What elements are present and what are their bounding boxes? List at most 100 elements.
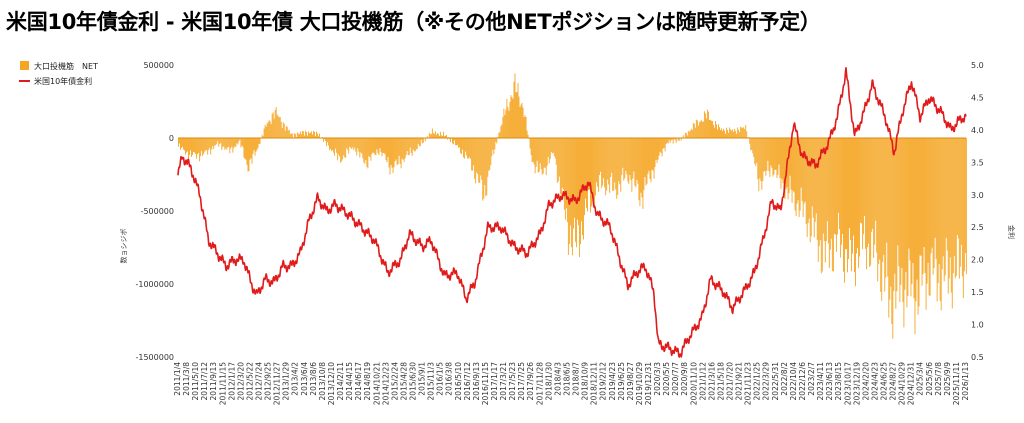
bar	[226, 138, 228, 150]
bar	[300, 134, 302, 138]
bar	[645, 138, 647, 186]
bar	[909, 138, 911, 261]
bar	[506, 98, 508, 138]
bar	[262, 136, 264, 138]
bar	[785, 138, 787, 190]
bar	[847, 138, 848, 273]
x-tick-label: 2019/4/23	[608, 362, 617, 401]
bar	[305, 132, 307, 138]
bar	[653, 138, 655, 179]
bar	[839, 138, 841, 258]
bar	[656, 138, 658, 163]
bar	[432, 133, 434, 138]
bar	[593, 138, 595, 203]
bar	[251, 138, 253, 164]
bar	[184, 138, 185, 151]
bar	[346, 138, 348, 149]
bar	[867, 138, 869, 248]
bar	[545, 138, 547, 176]
bar	[780, 138, 782, 189]
bar	[384, 138, 386, 155]
x-tick-label: 2024/6/25	[880, 362, 889, 401]
bar	[372, 138, 374, 153]
bar	[397, 138, 399, 165]
bar	[275, 107, 277, 138]
bar	[886, 138, 888, 243]
bar	[215, 138, 217, 146]
bar	[869, 138, 871, 267]
bar	[231, 138, 233, 147]
bar	[419, 138, 421, 147]
x-tick-label: 2013/4/2	[291, 362, 300, 396]
bar	[285, 125, 287, 138]
bar	[680, 138, 682, 141]
bar	[724, 130, 725, 138]
bar	[329, 138, 331, 151]
bar	[801, 138, 803, 201]
bar	[787, 138, 789, 200]
bar	[664, 138, 666, 152]
bar	[531, 138, 533, 163]
bar	[595, 138, 597, 196]
bar	[838, 138, 840, 230]
bar	[937, 138, 939, 284]
bar	[740, 126, 742, 138]
bar	[316, 131, 317, 138]
bar	[265, 126, 267, 138]
bar	[878, 138, 880, 264]
bar	[644, 138, 646, 177]
x-tick-label: 2016/9/13	[472, 362, 481, 401]
bar	[525, 116, 527, 138]
bar	[889, 138, 891, 300]
bar	[933, 138, 935, 268]
bar	[356, 138, 358, 156]
y-right-tick-label: 2.5	[971, 223, 984, 232]
x-tick-label: 2020/7/7	[671, 362, 680, 396]
bar	[906, 138, 908, 308]
bar	[945, 138, 947, 238]
bar	[180, 138, 181, 150]
bar	[568, 138, 570, 245]
y-right-tick-label: 4.5	[971, 93, 984, 102]
bar	[898, 138, 900, 267]
bar	[566, 138, 568, 223]
bar	[465, 138, 467, 152]
bar	[935, 138, 937, 259]
bar	[843, 138, 844, 272]
bar	[417, 138, 419, 145]
x-tick-label: 2013/8/6	[309, 362, 318, 396]
y-right-tick-label: 1.0	[971, 321, 984, 330]
bar	[493, 138, 495, 155]
bar	[206, 138, 208, 151]
bar	[897, 138, 899, 246]
bar	[328, 138, 330, 146]
bar	[953, 138, 955, 257]
bar	[701, 121, 703, 138]
bar	[887, 138, 889, 277]
bar	[674, 138, 676, 141]
bar	[629, 138, 631, 176]
bar	[663, 138, 665, 148]
bar	[181, 138, 182, 149]
bar	[518, 96, 520, 138]
bar	[319, 133, 320, 138]
bar-series	[178, 73, 967, 339]
bar	[267, 122, 269, 138]
bar	[858, 138, 860, 268]
bar	[891, 138, 893, 324]
bar	[421, 138, 423, 144]
bar	[756, 138, 758, 163]
bar	[662, 138, 664, 149]
bar	[327, 138, 329, 143]
bar	[314, 131, 315, 138]
bar	[207, 138, 209, 155]
bar	[928, 138, 930, 296]
bar	[739, 132, 741, 138]
x-tick-label: 2011/7/12	[200, 362, 209, 401]
bar	[495, 138, 497, 142]
bar	[404, 138, 406, 159]
bar	[217, 138, 219, 142]
bar	[908, 138, 910, 249]
bar	[777, 138, 779, 176]
